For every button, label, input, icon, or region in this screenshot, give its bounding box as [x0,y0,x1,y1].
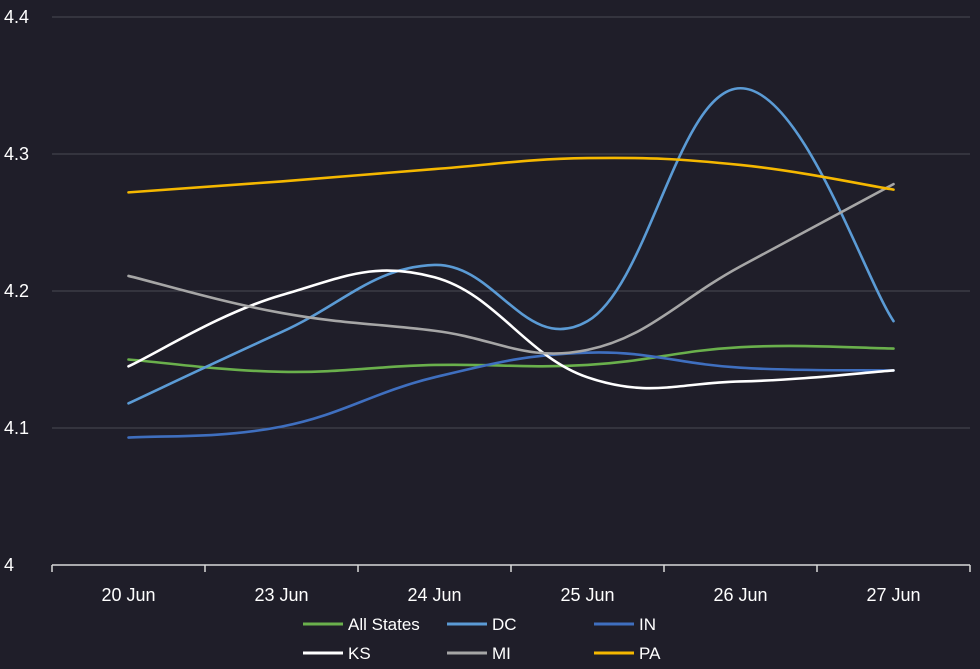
series-line-mi [127,182,895,355]
y-tick-label: 4.3 [4,144,29,164]
y-tick-label: 4 [4,555,14,575]
legend-label-mi: MI [492,644,511,663]
x-tick-label: 26 Jun [713,585,767,605]
legend-label-pa: PA [639,644,661,663]
series-line-all-states [127,344,895,374]
legend-label-all-states: All States [348,615,420,634]
legend-label-ks: KS [348,644,371,663]
x-tick-label: 23 Jun [254,585,308,605]
x-tick-label: 20 Jun [101,585,155,605]
y-axis: 4 4.1 4.2 4.3 4.4 [4,7,29,575]
series-line-in [127,351,895,439]
gridlines [52,16,970,429]
y-tick-label: 4.4 [4,7,29,27]
legend-label-dc: DC [492,615,517,634]
series-lines [127,86,895,439]
x-axis [51,564,971,572]
x-tick-label: 24 Jun [407,585,461,605]
x-tick-label: 25 Jun [560,585,614,605]
x-tick-label: 27 Jun [866,585,920,605]
series-line-ks [127,269,895,390]
legend: All States DC IN KS MI PA [303,615,661,663]
series-line-dc [127,86,895,405]
x-tick-labels: 20 Jun 23 Jun 24 Jun 25 Jun 26 Jun 27 Jun [101,585,920,605]
legend-label-in: IN [639,615,656,634]
series-line-pa [127,156,895,194]
y-tick-label: 4.2 [4,281,29,301]
y-tick-label: 4.1 [4,418,29,438]
